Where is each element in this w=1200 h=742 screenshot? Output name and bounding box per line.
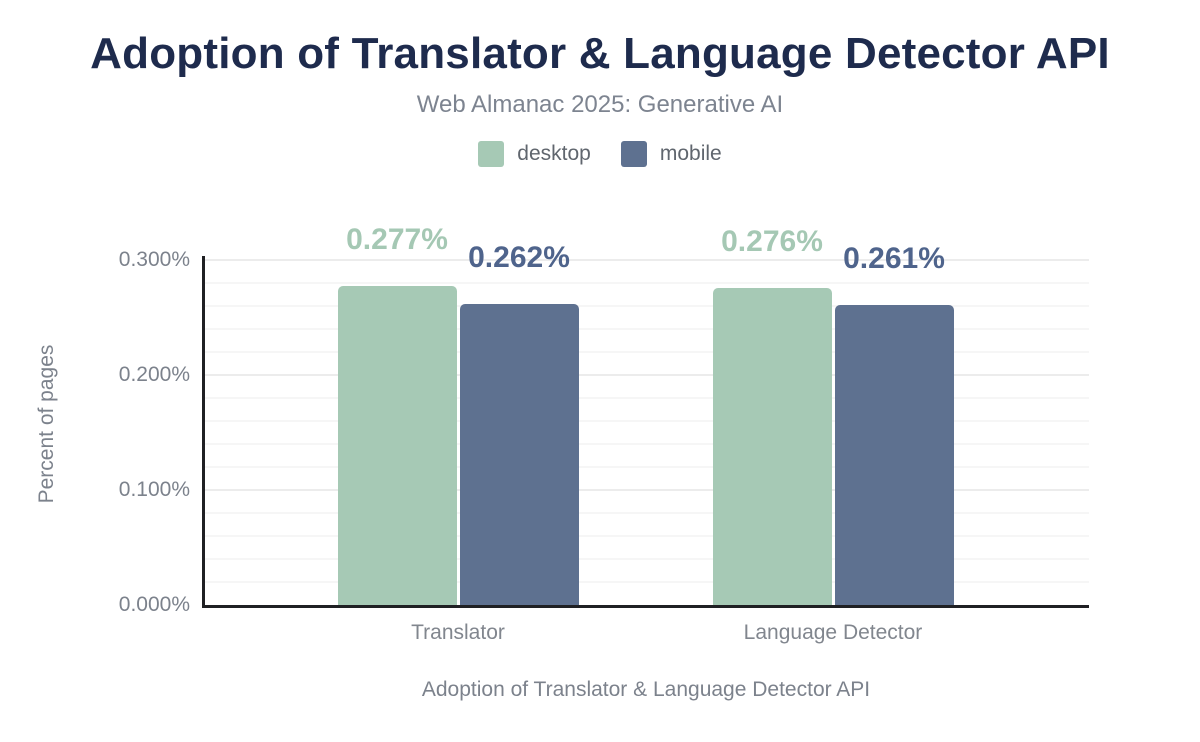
major-gridline [203,374,1089,376]
minor-gridline [203,397,1089,399]
minor-gridline [203,282,1089,284]
chart-title: Adoption of Translator & Language Detect… [90,29,1110,78]
minor-gridline [203,558,1089,560]
x-axis-title: Adoption of Translator & Language Detect… [421,678,871,701]
value-label-mobile: 0.261% [843,241,945,275]
bar-desktop-translator [337,286,457,605]
y-axis-line [201,256,205,608]
minor-gridline [203,466,1089,468]
minor-gridline [203,328,1089,330]
major-gridline [203,489,1089,491]
major-gridline [203,259,1089,261]
minor-gridline [203,512,1089,514]
mobile-swatch-icon [620,141,647,167]
x-category-label: Language Detector [743,621,923,644]
y-tick-label: 0.200% [118,363,190,386]
legend-item-mobile: mobile [620,141,722,167]
x-category-label: Translator [411,621,505,644]
minor-gridline [203,420,1089,422]
bar-mobile-language-detector [834,304,954,605]
value-label-mobile: 0.262% [468,240,570,274]
y-axis-title: Percent of pages [35,344,58,504]
y-tick-label: 0.300% [118,248,190,271]
value-label-desktop: 0.276% [721,224,823,258]
value-label-desktop: 0.277% [346,223,448,257]
bar-mobile-translator [459,303,579,605]
y-tick-label: 0.100% [118,478,190,501]
desktop-swatch-icon [478,141,505,167]
legend-label-desktop: desktop [517,142,591,165]
legend: desktop mobile [0,141,1200,167]
legend-label-mobile: mobile [659,142,722,165]
minor-gridline [203,581,1089,583]
minor-gridline [203,305,1089,307]
y-tick-label: 0.000% [118,593,190,616]
chart-subtitle: Web Almanac 2025: Generative AI [416,91,784,118]
minor-gridline [203,351,1089,353]
bar-desktop-language-detector [712,287,832,605]
minor-gridline [203,443,1089,445]
legend-item-desktop: desktop [478,141,591,167]
x-axis-line [201,605,1089,608]
minor-gridline [203,535,1089,537]
